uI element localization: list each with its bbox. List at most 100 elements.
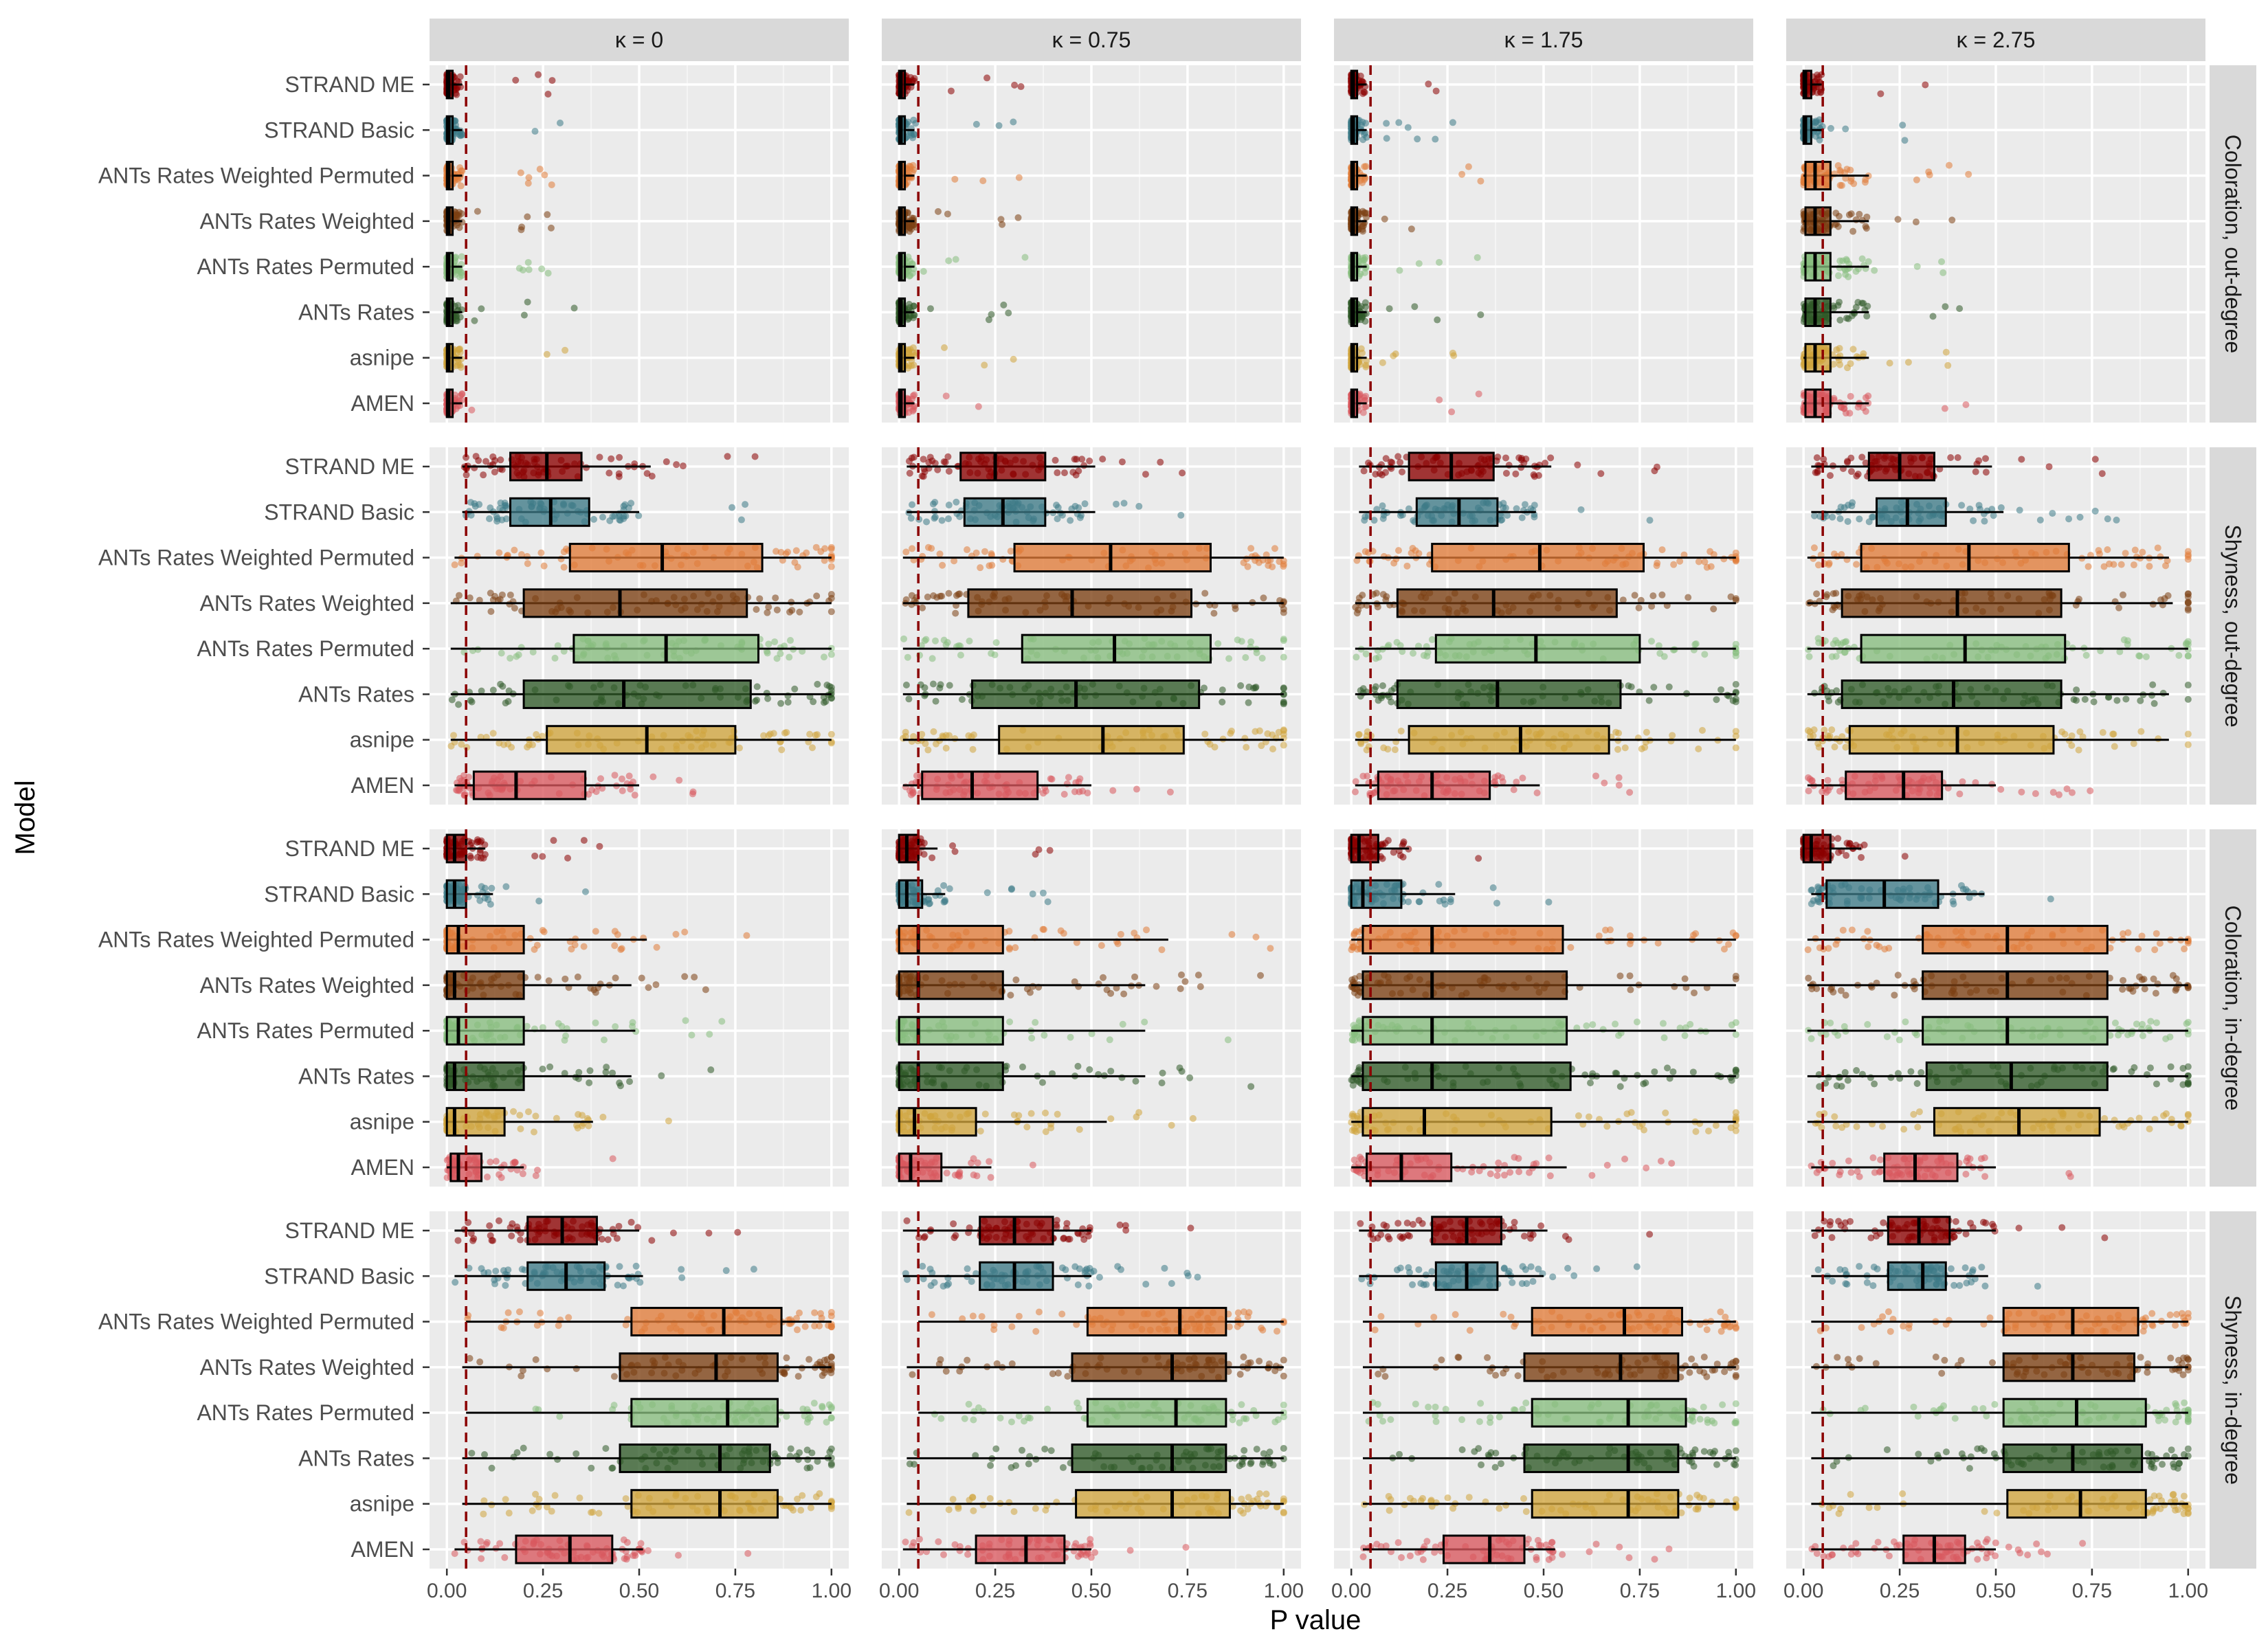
data-point bbox=[2142, 653, 2150, 660]
data-point bbox=[1497, 517, 1504, 524]
data-point bbox=[1858, 453, 1866, 461]
row-strip bbox=[2210, 447, 2256, 805]
data-point bbox=[673, 461, 680, 469]
data-point bbox=[580, 837, 588, 844]
data-point bbox=[1983, 507, 1991, 515]
data-point bbox=[1391, 746, 1399, 754]
data-point bbox=[942, 641, 950, 649]
data-point bbox=[981, 361, 988, 369]
data-point bbox=[1477, 177, 1485, 185]
data-point bbox=[1379, 502, 1386, 510]
data-point bbox=[524, 560, 531, 568]
data-point bbox=[1913, 176, 1920, 183]
data-point bbox=[2099, 729, 2106, 737]
data-point bbox=[956, 590, 964, 598]
data-point bbox=[2055, 791, 2063, 798]
data-point bbox=[1839, 257, 1847, 265]
data-point bbox=[2104, 546, 2111, 553]
data-point bbox=[2061, 730, 2069, 738]
data-point bbox=[1179, 469, 1186, 477]
data-point bbox=[812, 543, 820, 551]
data-point bbox=[941, 344, 948, 352]
data-point bbox=[570, 304, 578, 312]
data-point bbox=[1938, 258, 1946, 265]
model-tick-label: ANTs Rates Permuted bbox=[197, 636, 414, 661]
data-point bbox=[920, 267, 927, 275]
data-point bbox=[1379, 359, 1386, 366]
data-point bbox=[472, 453, 480, 460]
data-point bbox=[1359, 179, 1366, 186]
data-point bbox=[611, 513, 619, 520]
data-point bbox=[983, 74, 991, 82]
data-point bbox=[2184, 556, 2192, 563]
data-point bbox=[771, 638, 779, 646]
data-point bbox=[1436, 258, 1443, 266]
data-point bbox=[1732, 680, 1739, 688]
data-point bbox=[525, 266, 533, 273]
facet-panel bbox=[1786, 65, 2205, 423]
data-point bbox=[529, 741, 536, 749]
data-point bbox=[964, 546, 971, 554]
column-strip bbox=[1786, 19, 2205, 61]
data-point bbox=[1621, 744, 1629, 752]
data-point bbox=[2073, 686, 2080, 694]
data-point bbox=[1522, 455, 1530, 462]
model-tick-label: ANTs Rates Permuted bbox=[197, 254, 414, 279]
data-point bbox=[1258, 654, 1266, 662]
data-point bbox=[2149, 681, 2157, 688]
data-point bbox=[1863, 313, 1871, 320]
data-point bbox=[940, 458, 948, 466]
data-point bbox=[934, 207, 942, 215]
data-point bbox=[2076, 513, 2084, 521]
data-point bbox=[513, 653, 520, 660]
data-point bbox=[1701, 558, 1709, 565]
data-point bbox=[1379, 682, 1386, 689]
data-point bbox=[615, 470, 623, 478]
data-point bbox=[922, 636, 930, 643]
row-strip bbox=[2210, 829, 2256, 1187]
facet-panel bbox=[1334, 447, 1753, 805]
data-point bbox=[1505, 462, 1513, 469]
data-point bbox=[458, 355, 465, 363]
data-point bbox=[1717, 686, 1725, 693]
box bbox=[1804, 161, 1832, 191]
data-point bbox=[1510, 786, 1517, 794]
data-point bbox=[820, 653, 827, 661]
data-point bbox=[511, 546, 518, 554]
data-point bbox=[455, 592, 463, 599]
data-point bbox=[1826, 472, 1834, 480]
data-point bbox=[1280, 699, 1287, 707]
data-point bbox=[764, 695, 772, 702]
data-point bbox=[2184, 730, 2192, 738]
data-point bbox=[1359, 254, 1367, 262]
data-point bbox=[1355, 731, 1363, 739]
data-point bbox=[942, 392, 950, 400]
data-point bbox=[1359, 592, 1366, 599]
data-point bbox=[1824, 776, 1832, 784]
row-strip bbox=[2210, 65, 2256, 423]
data-point bbox=[1710, 605, 1717, 613]
data-point bbox=[1860, 350, 1867, 357]
data-point bbox=[1395, 119, 1403, 126]
data-point bbox=[1843, 364, 1851, 372]
facet-panel bbox=[430, 447, 849, 805]
data-point bbox=[507, 591, 514, 598]
data-point bbox=[1502, 469, 1510, 477]
data-point bbox=[1280, 684, 1287, 692]
data-point bbox=[938, 517, 946, 524]
data-point bbox=[468, 406, 476, 414]
data-point bbox=[1615, 781, 1623, 789]
box bbox=[1845, 770, 1944, 800]
data-point bbox=[1865, 258, 1872, 265]
box bbox=[1021, 633, 1212, 664]
data-point bbox=[1823, 513, 1830, 520]
data-point bbox=[454, 361, 462, 369]
data-point bbox=[548, 181, 555, 188]
data-point bbox=[794, 563, 801, 571]
data-point bbox=[518, 644, 525, 651]
data-point bbox=[924, 746, 932, 754]
data-point bbox=[1069, 469, 1077, 476]
model-tick-label: asnipe bbox=[350, 728, 414, 752]
model-series bbox=[443, 115, 564, 145]
data-point bbox=[1010, 355, 1017, 363]
